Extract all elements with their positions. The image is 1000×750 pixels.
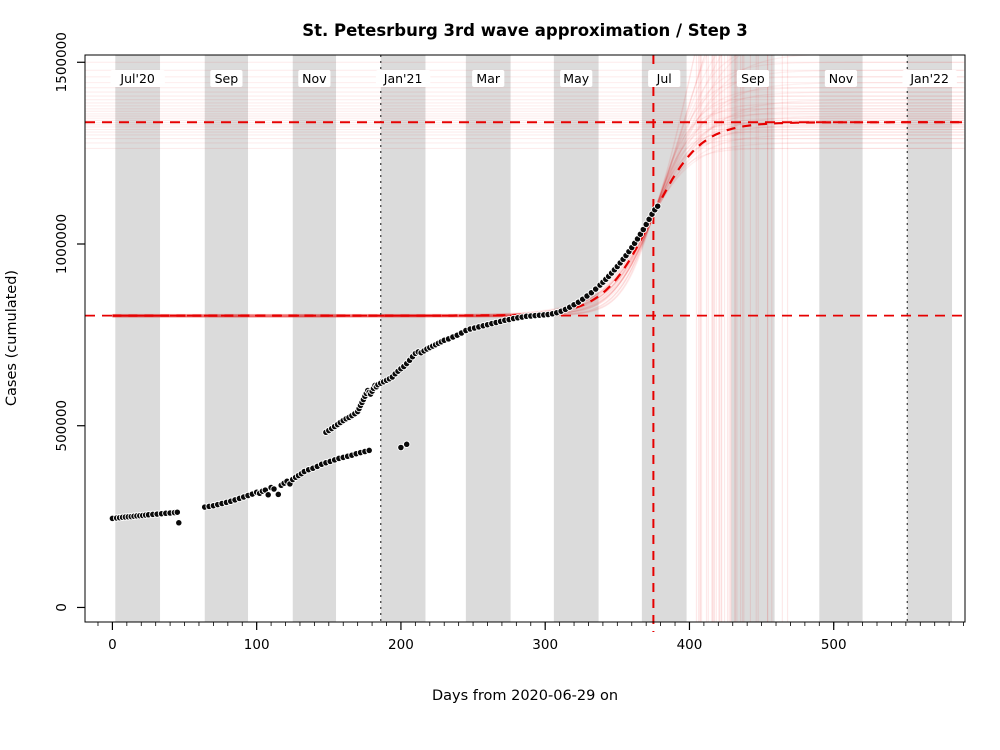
month-label-chip — [472, 70, 505, 87]
chart-generated-layers: Jul'20 Sep Nov Jan'21 Mar May Jul Sep Nov Jan'220… — [54, 32, 966, 653]
month-label-chip — [902, 70, 957, 87]
month-label: Sep — [741, 71, 765, 86]
month-band — [292, 55, 337, 622]
month-label: Sep — [215, 71, 239, 86]
month-labels: Jul'20 Sep Nov Jan'21 Mar May Jul Sep Nov Jan'22 — [110, 70, 957, 87]
month-band — [907, 55, 953, 622]
month-label: Jul — [656, 71, 672, 86]
x-tick-label: 400 — [677, 637, 703, 653]
ensemble-curve — [112, 99, 964, 316]
x-tick-label: 200 — [388, 637, 414, 653]
y-tick-label: 1000000 — [54, 214, 70, 274]
month-label: Nov — [829, 71, 854, 86]
month-label: Nov — [302, 71, 327, 86]
month-label-chip — [824, 70, 858, 87]
ensemble-asymptote-hlines — [85, 61, 965, 149]
scatter-point — [270, 485, 278, 493]
year-boundary-lines — [380, 55, 908, 622]
axes: 0 100 200 300 400 500 0 500000 1000000 1500000 — [54, 32, 966, 653]
chart-title: St. Petesrburg 3rd wave approximation / … — [302, 21, 748, 40]
x-tick-label: 500 — [821, 637, 847, 653]
scatter-point — [654, 202, 662, 210]
month-label-chip — [298, 70, 331, 87]
month-band — [204, 55, 249, 622]
month-label: Jul'20 — [119, 71, 154, 86]
month-label-chip — [375, 70, 431, 87]
month-label-chip — [736, 70, 770, 87]
month-label-chip — [560, 70, 593, 87]
month-label: Jan'21 — [383, 71, 423, 86]
asymptote-hlines — [85, 121, 965, 317]
y-tick-label: 1500000 — [54, 32, 70, 92]
y-tick-label: 0 — [54, 603, 70, 612]
month-band — [465, 55, 511, 622]
scatter-point — [403, 440, 411, 448]
ensemble-curve — [112, 55, 821, 316]
plot-frame — [84, 54, 966, 623]
y-axis-label: Cases (cumulated) — [4, 270, 20, 406]
month-label: Mar — [476, 71, 500, 86]
month-label-chip — [210, 70, 243, 87]
x-axis-label: Days from 2020-06-29 on — [432, 688, 618, 704]
y-tick-label: 500000 — [54, 400, 70, 452]
ensemble-day-vlines — [695, 55, 789, 622]
scatter-points — [108, 202, 662, 527]
x-tick-label: 300 — [532, 637, 558, 653]
month-band — [553, 55, 599, 622]
month-label: May — [563, 71, 589, 86]
x-tick-label: 100 — [244, 637, 270, 653]
month-label: Jan'22 — [909, 71, 949, 86]
month-label-chip — [110, 70, 165, 87]
scatter-point — [274, 490, 282, 499]
month-band — [641, 55, 687, 622]
scatter-point — [264, 491, 272, 499]
month-band — [115, 55, 161, 622]
month-bands — [115, 55, 953, 622]
month-band — [731, 55, 775, 622]
x-tick-label: 0 — [108, 637, 117, 653]
month-label-chip — [648, 70, 681, 87]
scatter-point — [365, 446, 373, 455]
month-band — [380, 55, 426, 622]
scatter-point — [397, 443, 405, 452]
scatter-point — [173, 508, 181, 516]
month-band — [819, 55, 863, 622]
scatter-point — [175, 519, 183, 527]
